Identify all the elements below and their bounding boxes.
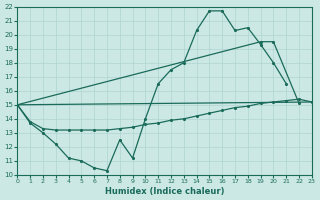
X-axis label: Humidex (Indice chaleur): Humidex (Indice chaleur) <box>105 187 224 196</box>
